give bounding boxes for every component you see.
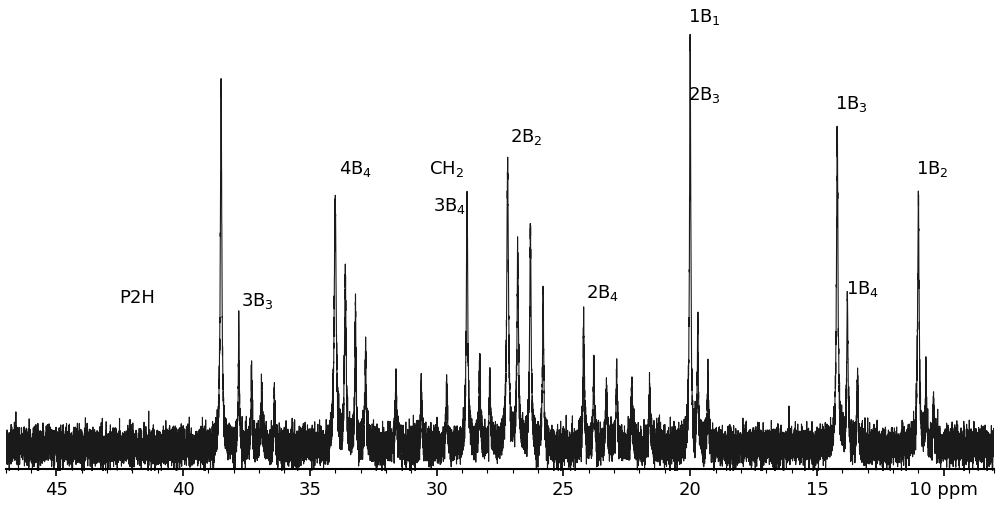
Text: 1B$_2$: 1B$_2$ (916, 160, 949, 179)
Text: 1B$_1$: 1B$_1$ (688, 8, 721, 27)
Text: 4B$_4$: 4B$_4$ (339, 160, 372, 179)
Text: P2H: P2H (120, 289, 156, 307)
Text: 2B$_3$: 2B$_3$ (688, 85, 721, 106)
Text: 2B$_2$: 2B$_2$ (510, 127, 543, 146)
Text: 1B$_3$: 1B$_3$ (835, 94, 868, 114)
Text: 3B$_4$: 3B$_4$ (433, 196, 466, 217)
Text: 1B$_4$: 1B$_4$ (846, 279, 879, 299)
Text: CH$_2$: CH$_2$ (429, 160, 464, 179)
Text: 2B$_4$: 2B$_4$ (586, 283, 619, 303)
Text: 3B$_3$: 3B$_3$ (241, 291, 274, 311)
